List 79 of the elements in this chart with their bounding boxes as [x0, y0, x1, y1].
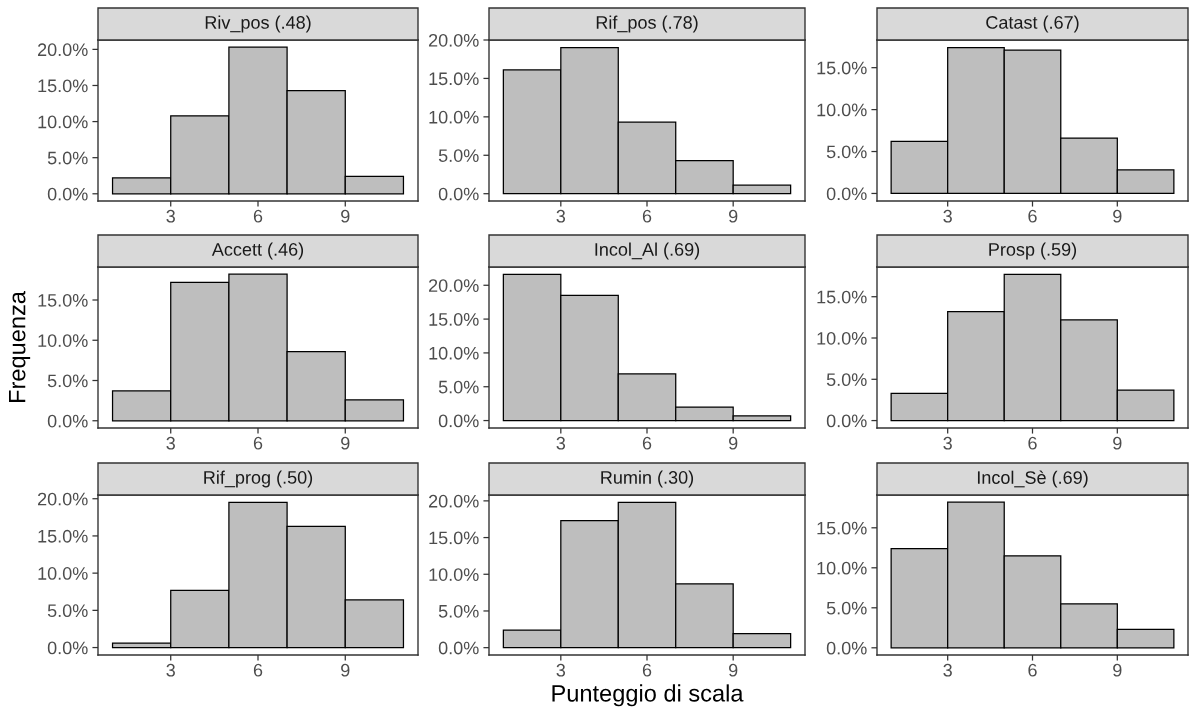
y-tick-label: 15.0% — [38, 529, 88, 543]
y-tick-label: 10.0% — [429, 110, 479, 124]
x-tick-label: 6 — [642, 209, 652, 223]
y-tick-label: 15.0% — [429, 531, 479, 545]
y-tick-label: 0.0% — [47, 641, 88, 655]
y-tick-label: 5.0% — [47, 604, 88, 618]
chart-title: Rif_pos (.78) — [596, 15, 698, 33]
y-tick-label: 15.0% — [429, 313, 479, 326]
chart-title: Rumin (.30) — [601, 470, 694, 488]
y-tick-label: 0.0% — [438, 641, 479, 655]
x-tick-label: 9 — [729, 663, 738, 677]
y-tick-label: 5.0% — [826, 601, 867, 615]
y-tick-label: 10.0% — [38, 334, 88, 347]
x-tick-label: 9 — [341, 209, 350, 223]
y-tick-label: 15.0% — [817, 521, 867, 535]
y-tick-label: 10.0% — [817, 561, 867, 575]
x-tick-label: 9 — [341, 436, 350, 450]
x-tick-label: 3 — [943, 209, 952, 223]
chart-title: Prosp (.59) — [989, 242, 1077, 260]
x-tick-label: 9 — [341, 663, 350, 677]
x-tick-label: 6 — [1028, 436, 1037, 450]
y-tick-label: 20.0% — [37, 492, 88, 506]
x-tick-label: 3 — [556, 663, 566, 677]
y-tick-label: 0.0% — [438, 187, 479, 201]
x-tick-label: 6 — [642, 436, 652, 450]
y-tick-label: 0.0% — [826, 414, 867, 428]
chart-title: Accett (.46) — [211, 242, 304, 260]
y-tick-label: 20.0% — [37, 43, 88, 57]
y-tick-label: 0.0% — [47, 414, 88, 428]
y-tick-label: 15.0% — [817, 290, 867, 304]
y-tick-label: 5.0% — [47, 151, 88, 165]
x-tick-label: 3 — [943, 663, 952, 677]
y-tick-label: 0.0% — [826, 641, 867, 655]
y-tick-label: 20.0% — [428, 279, 479, 292]
chart-title: Rif_prog (.50) — [204, 470, 313, 488]
x-tick-label: 9 — [1113, 663, 1122, 677]
chart-title: Incol_Al (.69) — [595, 242, 700, 260]
chart-title: Incol_Sè (.69) — [977, 470, 1088, 488]
y-tick-label: 15.0% — [38, 293, 88, 307]
y-tick-label: 10.0% — [38, 115, 88, 129]
x-tick-label: 3 — [556, 209, 566, 223]
x-tick-label: 3 — [166, 209, 175, 223]
y-tick-label: 20.0% — [428, 33, 479, 47]
y-tick-label: 0.0% — [826, 187, 867, 201]
x-tick-label: 6 — [253, 663, 263, 677]
y-tick-label: 5.0% — [826, 145, 867, 159]
x-tick-label: 3 — [943, 436, 952, 450]
y-tick-label: 10.0% — [429, 346, 479, 360]
y-tick-label: 20.0% — [428, 494, 479, 508]
y-tick-label: 0.0% — [438, 414, 479, 428]
x-axis-title: Punteggio di scala — [552, 684, 744, 707]
y-tick-label: 15.0% — [817, 61, 867, 75]
x-tick-label: 9 — [1113, 209, 1122, 223]
x-tick-label: 3 — [556, 436, 566, 450]
y-tick-label: 5.0% — [438, 380, 479, 394]
y-tick-label: 0.0% — [47, 187, 88, 201]
x-tick-label: 9 — [1113, 436, 1122, 450]
y-tick-label: 5.0% — [826, 373, 867, 387]
y-tick-label: 15.0% — [38, 79, 88, 93]
y-tick-label: 10.0% — [817, 331, 867, 345]
y-tick-label: 5.0% — [438, 149, 479, 162]
y-tick-label: 5.0% — [438, 604, 479, 618]
x-tick-label: 3 — [166, 436, 175, 450]
chart-title: Riv_pos (.48) — [205, 15, 311, 33]
y-tick-label: 10.0% — [38, 567, 88, 580]
y-tick-label: 5.0% — [47, 374, 88, 388]
x-tick-label: 3 — [166, 663, 175, 677]
x-tick-label: 9 — [729, 436, 738, 450]
chart-title: Catast (.67) — [986, 15, 1079, 33]
x-tick-label: 6 — [1028, 209, 1037, 223]
x-tick-label: 6 — [253, 436, 263, 450]
x-tick-label: 6 — [642, 663, 652, 677]
y-axis-title: Frequenza — [9, 291, 31, 402]
y-tick-label: 15.0% — [429, 72, 479, 86]
x-tick-label: 9 — [729, 209, 738, 223]
y-tick-label: 10.0% — [429, 568, 479, 581]
x-tick-label: 6 — [1028, 663, 1037, 677]
x-tick-label: 6 — [253, 209, 263, 223]
y-tick-label: 10.0% — [817, 103, 867, 117]
